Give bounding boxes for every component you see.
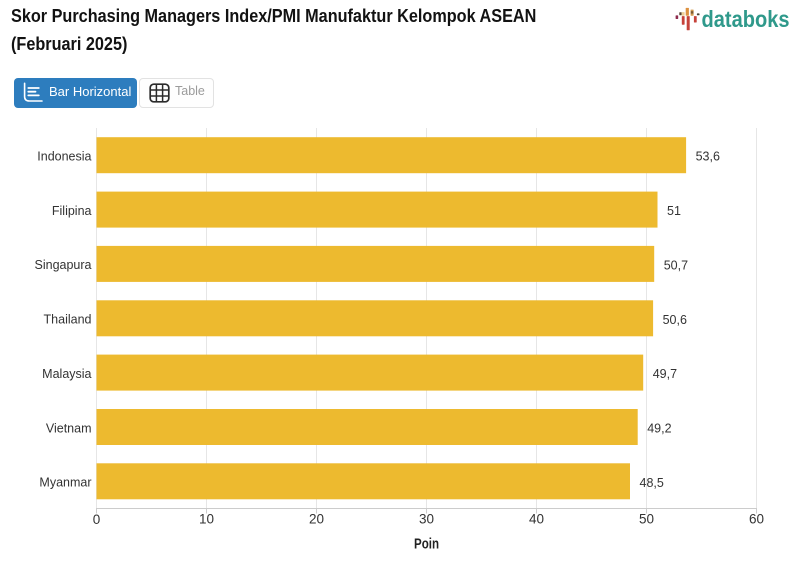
svg-text:Filipina: Filipina bbox=[52, 204, 92, 218]
svg-text:Indonesia: Indonesia bbox=[37, 150, 91, 164]
svg-text:50: 50 bbox=[639, 512, 654, 527]
svg-text:40: 40 bbox=[529, 512, 544, 527]
svg-text:Myanmar: Myanmar bbox=[39, 476, 91, 490]
svg-text:Poin: Poin bbox=[414, 536, 439, 552]
svg-text:Thailand: Thailand bbox=[44, 313, 92, 327]
svg-text:51: 51 bbox=[667, 204, 681, 218]
svg-text:0: 0 bbox=[93, 512, 101, 527]
svg-text:50,7: 50,7 bbox=[664, 258, 688, 272]
svg-text:48,5: 48,5 bbox=[640, 476, 664, 490]
svg-text:Vietnam: Vietnam bbox=[46, 421, 92, 435]
svg-text:Singapura: Singapura bbox=[35, 258, 92, 272]
svg-text:30: 30 bbox=[419, 512, 434, 527]
svg-text:49,7: 49,7 bbox=[653, 367, 677, 381]
svg-text:20: 20 bbox=[309, 512, 324, 527]
svg-text:60: 60 bbox=[749, 512, 764, 527]
svg-text:databoks: databoks bbox=[702, 6, 790, 32]
svg-text:Malaysia: Malaysia bbox=[42, 367, 91, 381]
svg-text:49,2: 49,2 bbox=[647, 422, 671, 436]
svg-text:50,6: 50,6 bbox=[663, 313, 687, 327]
svg-text:10: 10 bbox=[199, 512, 214, 527]
svg-text:53,6: 53,6 bbox=[696, 150, 720, 164]
